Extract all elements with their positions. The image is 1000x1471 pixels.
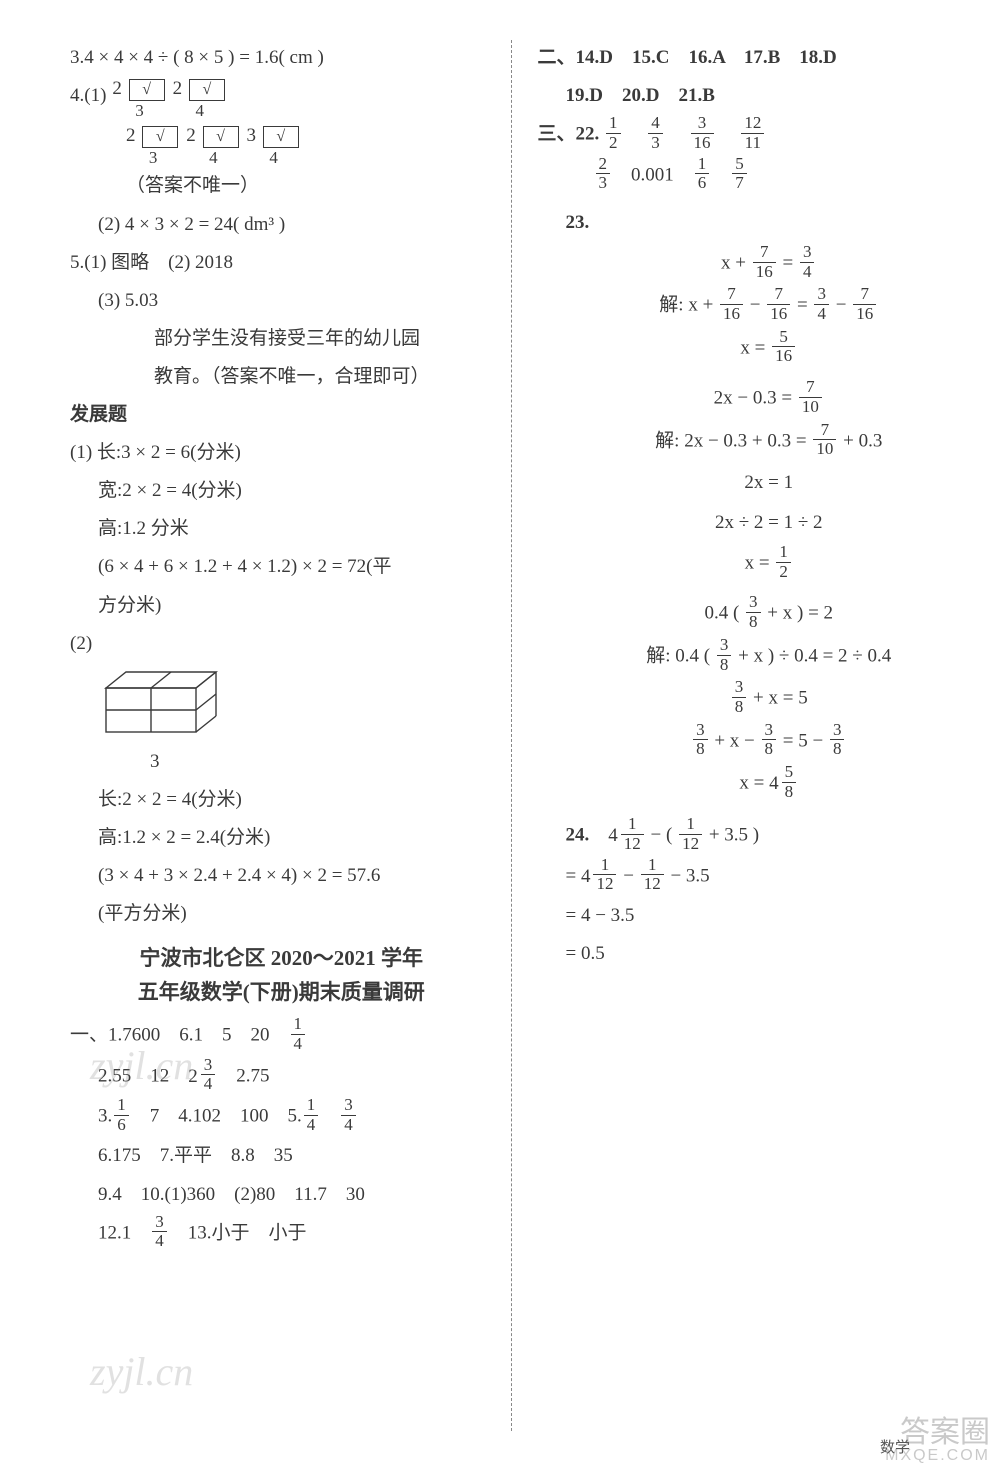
s1-6: 6.175 7.平平 8.8 35 (70, 1138, 493, 1174)
dev1-d: (6 × 4 + 6 × 1.2 + 4 × 1.2) × 2 = 72(平 (70, 549, 493, 585)
dev1-b: 宽:2 × 2 = 4(分米) (70, 473, 493, 509)
exam-title: 宁波市北仑区 2020～2021 学年 五年级数学(下册)期末质量调研 (70, 942, 493, 1009)
q24-l2: = 4112 − 112 − 3.5 (538, 858, 961, 896)
check-box: √ (189, 79, 225, 101)
eq23: x + 716 = 34 解: x + 716 − 716 = 34 − 716… (538, 245, 961, 803)
s1-12: 12.1 34 13.小于 小于 (70, 1215, 493, 1253)
s1-1: 一、1.7600 6.1 5 20 14 (70, 1017, 493, 1055)
cuboid-icon (100, 666, 230, 744)
dev2-b: 高:1.2 × 2 = 2.4(分米) (70, 820, 493, 856)
q4-row1: 4.(1) 2 √ 3 2 √ 4 (70, 78, 493, 121)
q4-p2: (2) 4 × 3 × 2 = 24( dm³ ) (70, 207, 493, 243)
q23-label: 23. (538, 205, 961, 241)
dev1-e: 方分米) (70, 588, 493, 624)
dev-title: 发展题 (70, 397, 493, 433)
s1-3: 3.16 7 4.102 100 5.14 34 (70, 1098, 493, 1136)
dev1-a: (1) 长:3 × 2 = 6(分米) (70, 435, 493, 471)
fraction: 14 (291, 1015, 306, 1053)
q4-cell-c: 2 √ 3 (126, 125, 180, 168)
dev1-c: 高:1.2 分米 (70, 511, 493, 547)
q4-row2: 2 √ 3 2 √ 4 3 √ 4 (70, 125, 493, 168)
s3-22b: 23 0.001 16 57 (538, 157, 961, 195)
right-column: 二、14.D 15.C 16.A 17.B 18.D 19.D 20.D 21.… (511, 40, 961, 1431)
q5-c: 部分学生没有接受三年的幼儿园 (70, 321, 493, 357)
dev2-a: 长:2 × 2 = 4(分米) (70, 782, 493, 818)
q5-a: 5.(1) 图略 (2) 2018 (70, 245, 493, 281)
check-box: √ (203, 126, 239, 148)
q4-note: （答案不唯一） (70, 168, 493, 204)
footer-brand: 答案圈 MXQE.COM (885, 1417, 990, 1465)
q4-label: 4.(1) (70, 78, 106, 114)
q4-cell-d: 2 √ 4 (186, 125, 240, 168)
q5-d: 教育。（答案不唯一，合理即可） (70, 359, 493, 395)
dev2-label: (2) (70, 626, 493, 662)
q4-cell-b: 2 √ 4 (173, 78, 227, 121)
check-box: √ (142, 126, 178, 148)
check-box: √ (263, 126, 299, 148)
dev2-c: (3 × 4 + 3 × 2.4 + 2.4 × 4) × 2 = 57.6 (70, 858, 493, 894)
q24: 24. 4112 − ( 112 + 3.5 ) (538, 817, 961, 855)
q3: 3.4 × 4 × 4 ÷ ( 8 × 5 ) = 1.6( cm ) (70, 40, 493, 76)
q5-b: (3) 5.03 (70, 283, 493, 319)
q24-l4: = 0.5 (538, 936, 961, 972)
s2: 二、14.D 15.C 16.A 17.B 18.D (538, 40, 961, 76)
left-column: 3.4 × 4 × 4 ÷ ( 8 × 5 ) = 1.6( cm ) 4.(1… (70, 40, 511, 1431)
s1-9: 9.4 10.(1)360 (2)80 11.7 30 (70, 1177, 493, 1213)
s2b: 19.D 20.D 21.B (538, 78, 961, 114)
cuboid-caption: 3 (70, 744, 493, 780)
q24-l3: = 4 − 3.5 (538, 898, 961, 934)
check-box: √ (129, 79, 165, 101)
s1-2: 2.55 12 234 2.75 (70, 1058, 493, 1096)
q4-cell-a: 2 √ 3 (112, 78, 166, 121)
s3-22a: 三、22. 12 43 316 1211 (538, 116, 961, 154)
dev2-d: (平方分米) (70, 896, 493, 932)
q4-cell-e: 3 √ 4 (247, 125, 301, 168)
